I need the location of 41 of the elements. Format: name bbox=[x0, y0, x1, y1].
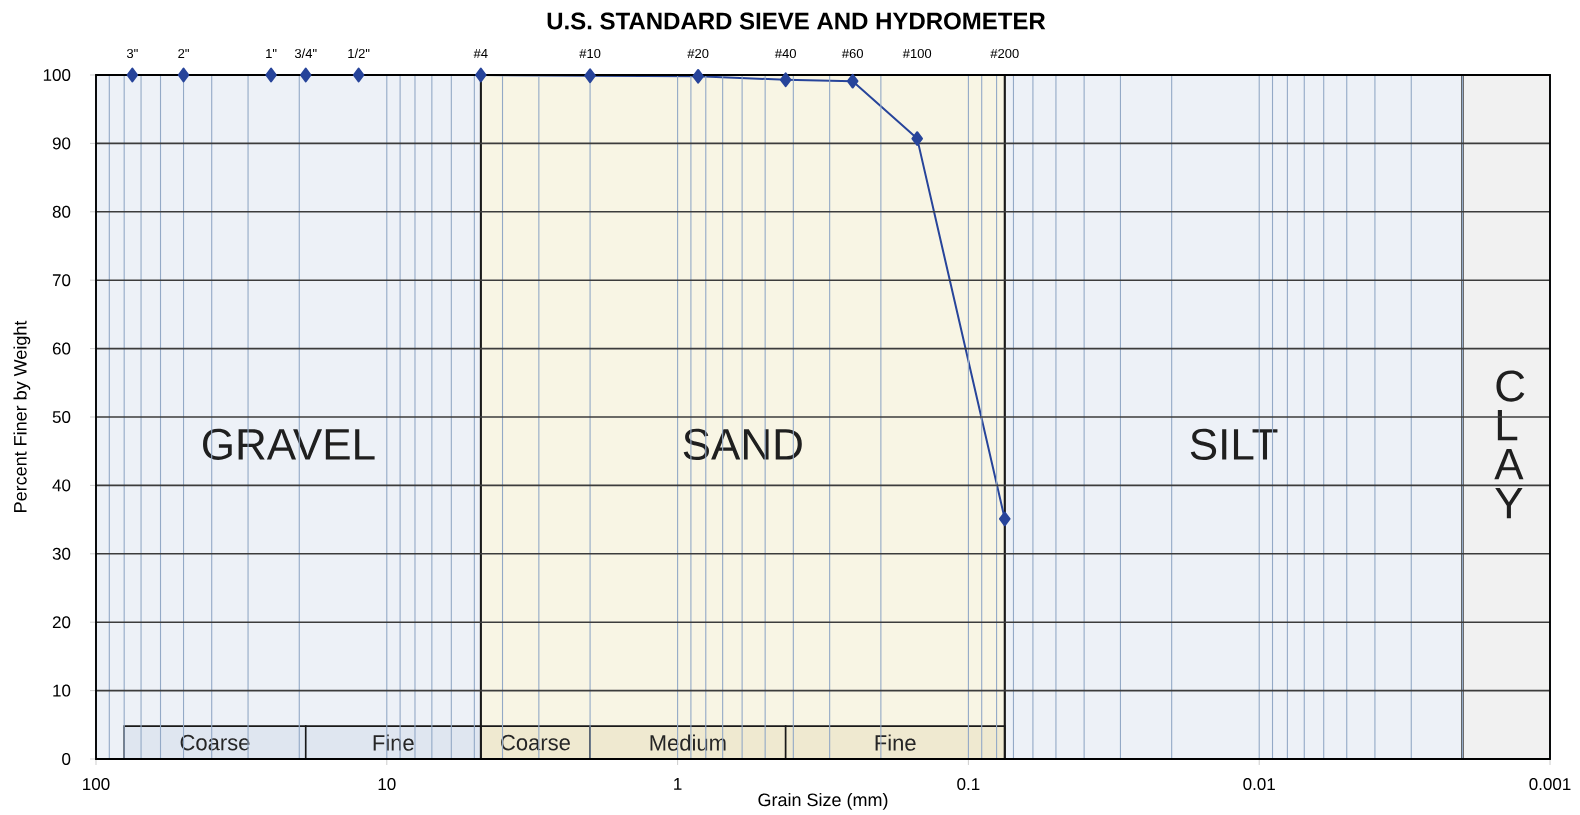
y-tick-label: 100 bbox=[43, 68, 71, 81]
band-label: SILT bbox=[1190, 428, 1278, 460]
y-tick-label: 10 bbox=[53, 684, 71, 697]
y-tick-label: 40 bbox=[52, 479, 71, 492]
band-label: Fine bbox=[875, 734, 916, 751]
annotation: #20 bbox=[687, 48, 709, 59]
band-label: Medium bbox=[650, 734, 726, 751]
band-label: Coarse bbox=[180, 734, 250, 751]
x-tick-label: 1 bbox=[674, 778, 682, 790]
band-label: Fine bbox=[373, 734, 414, 751]
x-tick-label: 0.1 bbox=[957, 778, 980, 791]
y-tick-label: 0 bbox=[62, 752, 71, 766]
y-tick-label: 50 bbox=[52, 410, 71, 424]
x-tick-label: 100 bbox=[83, 778, 110, 791]
band-label: GRAVEL bbox=[203, 428, 375, 460]
band-label: Coarse bbox=[501, 734, 570, 751]
annotation: #100 bbox=[902, 48, 932, 59]
annotation: 2" bbox=[178, 48, 189, 58]
band-label: C L A Y bbox=[1494, 370, 1525, 519]
annotation: #40 bbox=[774, 48, 796, 59]
annotation: 3/4" bbox=[294, 48, 317, 59]
x-tick-label: 10 bbox=[378, 778, 396, 791]
y-tick-label: 70 bbox=[52, 274, 71, 287]
annotation: #200 bbox=[990, 48, 1019, 59]
chart-title: U.S. STANDARD SIEVE AND HYDROMETER bbox=[547, 12, 1046, 30]
annotation: 1" bbox=[266, 49, 277, 58]
y-tick-label: 80 bbox=[52, 205, 71, 218]
y-tick-label: 20 bbox=[52, 616, 71, 629]
band-label: SAND bbox=[683, 428, 802, 460]
y-tick-label: 90 bbox=[52, 137, 71, 150]
x-tick-label: 0.001 bbox=[1529, 778, 1571, 791]
y-axis-title: Percent Finer by Weight bbox=[13, 320, 31, 512]
x-tick-label: 0.01 bbox=[1243, 778, 1275, 791]
annotation: 3" bbox=[126, 48, 138, 59]
y-tick-label: 30 bbox=[52, 547, 71, 560]
annotation: #10 bbox=[579, 48, 601, 59]
annotation: #4 bbox=[473, 49, 488, 58]
y-tick-label: 60 bbox=[52, 342, 71, 355]
annotation: #60 bbox=[841, 48, 864, 59]
x-axis-title: Grain Size (mm) bbox=[758, 793, 888, 810]
annotation: 1/2" bbox=[348, 48, 370, 59]
